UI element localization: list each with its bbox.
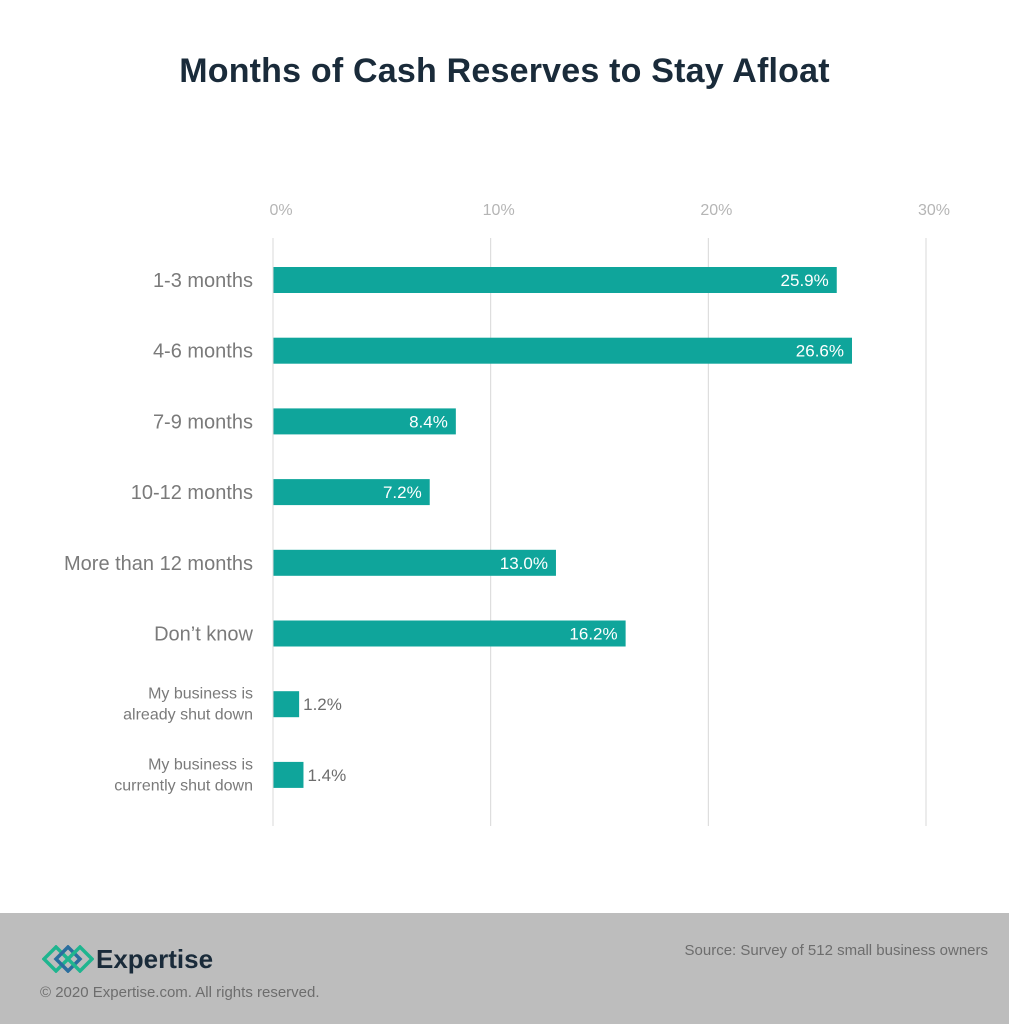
value-label: 13.0% (500, 554, 548, 573)
x-tick-label: 20% (700, 202, 732, 219)
bar (273, 267, 837, 293)
chart-title: Months of Cash Reserves to Stay Afloat (179, 52, 830, 90)
category-label: 7-9 months (153, 411, 253, 433)
bar (273, 620, 626, 647)
category-label: currently shut down (114, 777, 253, 794)
bar (273, 479, 430, 506)
category-label: My business is (148, 756, 253, 773)
brand-logo[interactable]: Expertise (42, 943, 213, 975)
category-label: already shut down (123, 707, 253, 724)
bar (273, 761, 304, 788)
bar (273, 337, 852, 364)
x-tick-label: 0% (269, 202, 292, 219)
source-note: Source: Survey of 512 small business own… (684, 942, 988, 959)
value-label: 26.6% (796, 342, 844, 361)
bar-chart: 0% 10% 20% 30% 1-3 months 25.9% 4-6 months 26.6… (64, 202, 950, 826)
category-label: 1-3 months (153, 270, 253, 292)
value-label: 1.2% (303, 695, 342, 714)
bar (273, 549, 556, 576)
footer: Expertise © 2020 Expertise.com. All righ… (0, 913, 1009, 1024)
value-label: 7.2% (383, 483, 422, 502)
copyright-text: © 2020 Expertise.com. All rights reserve… (40, 984, 320, 1001)
bar (273, 691, 300, 718)
value-label: 1.4% (307, 766, 346, 785)
brand-name: Expertise (96, 943, 214, 974)
category-label: My business is (148, 686, 253, 703)
value-label: 8.4% (409, 412, 448, 431)
expertise-diamond-logo-icon (42, 945, 94, 973)
category-label: More than 12 months (64, 553, 253, 575)
bar (273, 408, 456, 435)
value-label: 16.2% (569, 625, 617, 644)
category-label: Don’t know (154, 624, 253, 646)
category-label: 4-6 months (153, 341, 253, 363)
x-tick-label: 30% (918, 202, 950, 219)
category-label: 10-12 months (131, 482, 253, 504)
value-label: 25.9% (781, 271, 829, 290)
x-tick-label: 10% (483, 202, 515, 219)
